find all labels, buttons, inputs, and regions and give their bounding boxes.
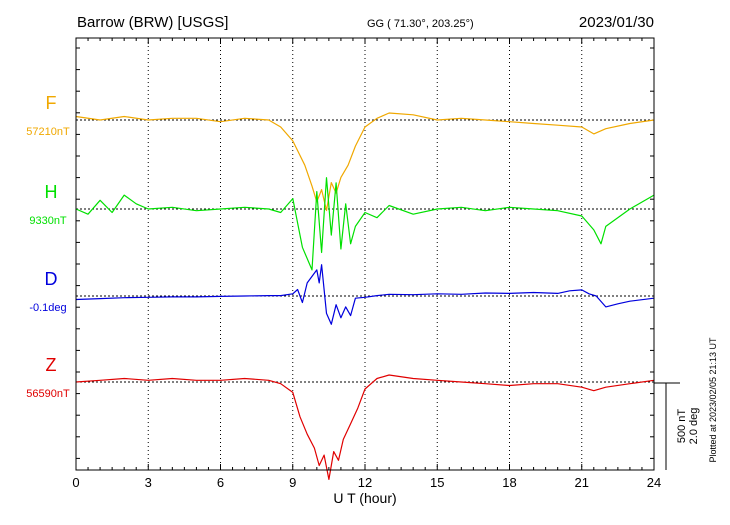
station-title: Barrow (BRW) [USGS]	[77, 14, 228, 31]
x-tick-label-0: 0	[72, 475, 79, 490]
series-baseline-f: 57210nT	[26, 126, 70, 138]
series-baseline-d: -0.1deg	[29, 302, 66, 314]
x-tick-label-9: 9	[289, 475, 296, 490]
x-axis-label: U T (hour)	[333, 490, 396, 506]
grid-lines	[147, 38, 583, 470]
series-baseline-h: 9330nT	[29, 215, 67, 227]
date-label: 2023/01/30	[579, 14, 654, 31]
plotted-timestamp: Plotted at 2023/02/05 21:13 UT	[708, 337, 718, 463]
series-labels: F 57210nT H 9330nT D -0.1deg Z 56590nT	[26, 93, 70, 400]
x-tick-label-6: 6	[217, 475, 224, 490]
traces	[75, 112, 655, 480]
scale-bar-nt: 500 nT	[676, 409, 688, 444]
series-line-z	[75, 374, 655, 480]
series-name-d: D	[45, 269, 58, 289]
series-line-d	[75, 264, 655, 325]
series-baseline-z: 56590nT	[26, 388, 70, 400]
scale-bar-deg: 2.0 deg	[688, 408, 700, 445]
baselines	[76, 119, 654, 383]
coordinates-label: GG ( 71.30°, 203.25°)	[367, 18, 474, 30]
x-tick-label-12: 12	[358, 475, 372, 490]
x-tick-label-15: 15	[430, 475, 444, 490]
x-tick-labels: 0 3 6 9 12 15 18 21 24	[72, 475, 661, 490]
scale-bar: 500 nT 2.0 deg	[654, 382, 700, 470]
series-name-z: Z	[46, 355, 57, 375]
axis-ticks	[75, 38, 655, 470]
series-name-f: F	[46, 93, 57, 113]
series-name-h: H	[45, 182, 58, 202]
x-tick-label-18: 18	[502, 475, 516, 490]
x-tick-label-21: 21	[575, 475, 589, 490]
x-tick-label-24: 24	[647, 475, 661, 490]
series-line-f	[75, 112, 655, 212]
x-tick-label-3: 3	[145, 475, 152, 490]
series-line-h	[75, 177, 655, 271]
